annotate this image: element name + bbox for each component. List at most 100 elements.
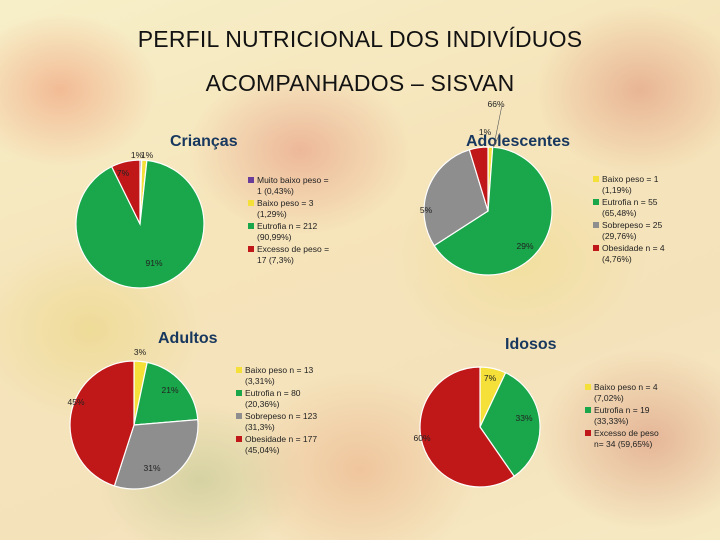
legend-swatch xyxy=(585,407,591,413)
legend-item-baixo-peso: Baixo peso n = 13 (3,31%) xyxy=(236,365,317,386)
legend-text-line2: (4,76%) xyxy=(602,253,632,264)
slide-title-line2: ACOMPANHADOS – SISVAN xyxy=(205,70,515,96)
legend-swatch xyxy=(593,245,599,251)
legend-item-eutrofia: Eutrofia n = 80 (20,36%) xyxy=(236,388,317,409)
pie-label-eutrofia: 21% xyxy=(161,385,178,395)
pie-slice-eutrofia xyxy=(479,371,541,478)
leader-line xyxy=(493,104,503,148)
legend-text-line2: (7,02%) xyxy=(594,392,624,403)
slide-title-line1: PERFIL NUTRICIONAL DOS INDIVÍDUOS xyxy=(137,26,583,52)
legend-text-line2: (90,99%) xyxy=(257,231,292,242)
legend-text-line2: (29,76%) xyxy=(602,230,637,241)
legend-criancas: Muito baixo peso = 1 (0,43%) Baixo peso = … xyxy=(248,175,329,267)
pie-label-obesidade: 5% xyxy=(420,205,433,215)
pie-slice-eutrofia xyxy=(433,146,553,276)
legend-text-line1: Baixo peso = 3 xyxy=(257,198,314,208)
legend-swatch xyxy=(585,384,591,390)
pie-label-obesidade: 45% xyxy=(67,397,84,407)
pie-label-sobrepeso: 31% xyxy=(143,463,160,473)
legend-swatch xyxy=(593,199,599,205)
pie-label-baixo-peso: 1% xyxy=(479,127,492,137)
legend-text-line1: Excesso de peso = xyxy=(257,244,330,254)
pie-label-muito-baixo-peso: 1% xyxy=(131,150,144,160)
pie-slice-eutrofia xyxy=(133,361,199,426)
pie-slice-obesidade xyxy=(468,146,489,212)
pie-chart-adultos: 3% 21% 31% 45% xyxy=(67,347,199,490)
pie-slice-eutrofia xyxy=(75,159,205,289)
pie-label-excesso-de-peso: 60% xyxy=(413,433,430,443)
legend-item-excesso-de-peso: Excesso de peso = 17 (7,3%) xyxy=(248,244,329,265)
legend-swatch xyxy=(593,176,599,182)
pie-slice-sobrepeso xyxy=(113,419,199,490)
legend-text-line1: Eutrofia n = 19 xyxy=(594,405,650,415)
legend-text-line1: Baixo peso n = 4 xyxy=(594,382,658,392)
pie-chart-adolescentes: 1% 66% 29% 5% xyxy=(420,99,553,276)
legend-swatch xyxy=(236,436,242,442)
legend-text-line1: Eutrofia n = 212 xyxy=(257,221,318,231)
pie-label-eutrofia: 66% xyxy=(487,99,504,109)
legend-item-obesidade: Obesidade n = 177 (45,04%) xyxy=(236,434,317,455)
pie-label-baixo-peso: 7% xyxy=(484,373,497,383)
legend-text-line2: n= 34 (59,65%) xyxy=(594,438,653,449)
legend-text-line2: (65,48%) xyxy=(602,207,637,218)
pie-slice-obesidade xyxy=(69,360,135,487)
legend-text-line1: Muito baixo peso = xyxy=(257,175,329,185)
pie-label-eutrofia: 33% xyxy=(515,413,532,423)
legend-text-line1: Baixo peso = 1 xyxy=(602,174,659,184)
legend-item-eutrofia: Eutrofia n = 19 (33,33%) xyxy=(585,405,659,426)
legend-item-excesso-de-peso: Excesso de peso n= 34 (59,65%) xyxy=(585,428,659,449)
legend-swatch xyxy=(248,177,254,183)
leader-line xyxy=(493,132,501,148)
pie-slice-sobrepeso xyxy=(423,149,489,247)
legend-text-line1: Sobrepeso n = 123 xyxy=(245,411,318,421)
legend-swatch xyxy=(585,430,591,436)
pie-label-sobrepeso: 29% xyxy=(516,241,533,251)
chart-title-criancas: Crianças xyxy=(170,133,238,150)
legend-text-line2: 1 (0,43%) xyxy=(257,185,294,196)
legend-swatch xyxy=(593,222,599,228)
pie-label-eutrofia: 91% xyxy=(145,258,162,268)
legend-text-line2: (31,3%) xyxy=(245,421,275,432)
pie-chart-idosos: 7% 33% 60% xyxy=(413,366,541,488)
pie-label-baixo-peso: 1% xyxy=(141,150,154,160)
legend-swatch xyxy=(236,413,242,419)
legend-swatch xyxy=(236,367,242,373)
legend-text-line2: (33,33%) xyxy=(594,415,629,426)
legend-item-obesidade: Obesidade n = 4 (4,76%) xyxy=(593,243,665,264)
pie-chart-criancas: 1%1% 91% 7% xyxy=(75,150,205,289)
legend-item-sobrepeso: Sobrepeso = 25 (29,76%) xyxy=(593,220,665,241)
legend-text-line2: (1,29%) xyxy=(257,208,287,219)
legend-text-line1: Obesidade n = 177 xyxy=(245,434,318,444)
pie-label-excesso-de-peso: 7% xyxy=(117,168,130,178)
legend-idosos: Baixo peso n = 4 (7,02%) Eutrofia n = 19 (3… xyxy=(585,382,659,451)
legend-item-sobrepeso: Sobrepeso n = 123 (31,3%) xyxy=(236,411,317,432)
legend-adolescentes: Baixo peso = 1 (1,19%) Eutrofia n = 55 (65,… xyxy=(593,174,665,266)
legend-text-line1: Obesidade n = 4 xyxy=(602,243,665,253)
chart-title-idosos: Idosos xyxy=(505,336,557,353)
legend-text-line2: (1,19%) xyxy=(602,184,632,195)
legend-item-baixo-peso: Baixo peso = 1 (1,19%) xyxy=(593,174,665,195)
legend-adultos: Baixo peso n = 13 (3,31%) Eutrofia n = 80(… xyxy=(236,365,317,457)
pie-label-baixo-peso: 3% xyxy=(134,347,147,357)
legend-text-line1: Eutrofia n = 55 xyxy=(602,197,658,207)
legend-text-line2: (45,04%) xyxy=(245,444,280,455)
legend-item-baixo-peso: Baixo peso n = 4 (7,02%) xyxy=(585,382,659,403)
legend-item-eutrofia: Eutrofia n = 55 (65,48%) xyxy=(593,197,665,218)
legend-text-line2: (3,31%) xyxy=(245,375,275,386)
legend-swatch xyxy=(236,390,242,396)
legend-text-line1: Excesso de peso xyxy=(594,428,659,438)
pie-slice-excesso-de-peso xyxy=(110,159,141,225)
legend-item-eutrofia: Eutrofia n = 212 (90,99%) xyxy=(248,221,329,242)
legend-swatch xyxy=(248,246,254,252)
legend-swatch xyxy=(248,200,254,206)
legend-text-line1: Eutrofia n = 80 xyxy=(245,388,301,398)
legend-swatch xyxy=(248,223,254,229)
legend-text-line1: Baixo peso n = 13 xyxy=(245,365,314,375)
chart-title-adultos: Adultos xyxy=(158,330,218,347)
chart-title-adolescentes: Adolescentes xyxy=(466,133,571,150)
legend-text-line2: (20,36%) xyxy=(245,398,280,409)
legend-text-line2: 17 (7,3%) xyxy=(257,254,294,265)
legend-item-muito-baixo-peso: Muito baixo peso = 1 (0,43%) xyxy=(248,175,329,196)
legend-item-baixo-peso: Baixo peso = 3 (1,29%) xyxy=(248,198,329,219)
legend-text-line1: Sobrepeso = 25 xyxy=(602,220,663,230)
